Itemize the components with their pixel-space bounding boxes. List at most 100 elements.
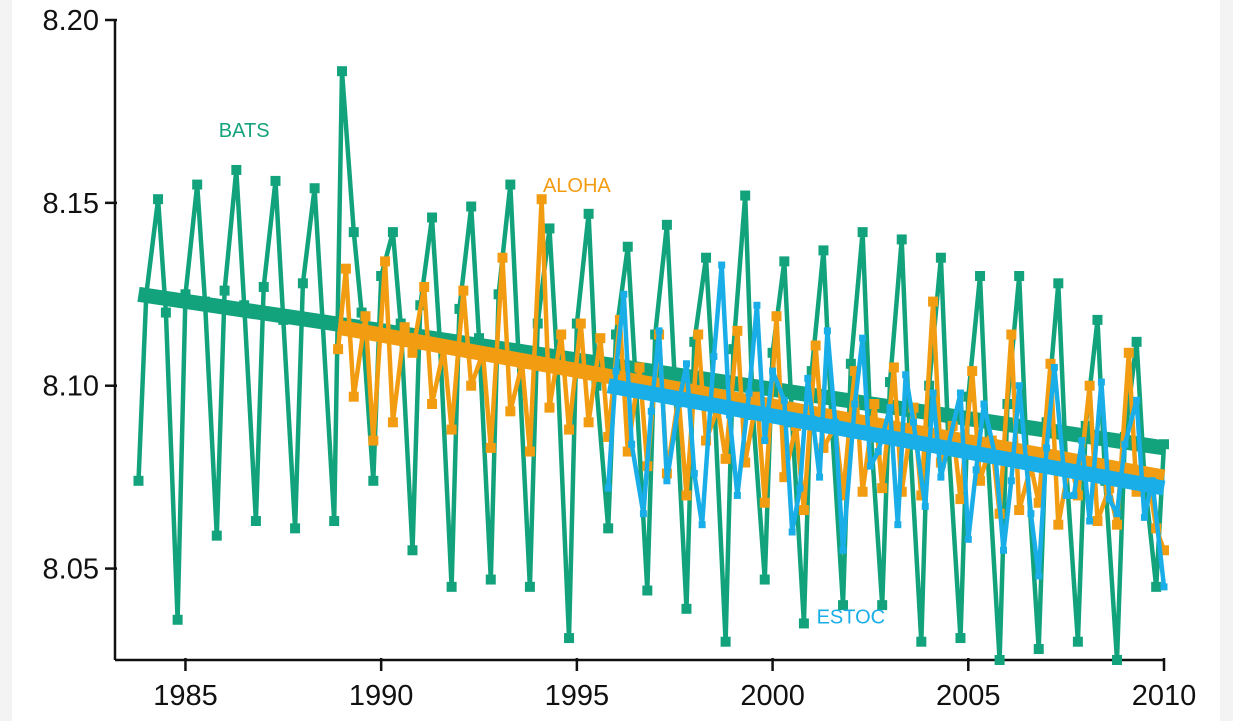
aloha-point (634, 362, 645, 373)
bats-point (779, 256, 790, 267)
aloha-point (838, 490, 849, 501)
aloha-point (556, 329, 567, 340)
estoc-point (745, 389, 753, 397)
bats-trend-line (137, 286, 1166, 456)
aloha-point (536, 194, 547, 205)
bats-point (258, 281, 269, 292)
x-tick-label: 1985 (153, 680, 218, 712)
aloha-point (446, 424, 457, 435)
bats-point (1053, 278, 1064, 289)
bats-point (885, 377, 896, 388)
bats-point (133, 475, 144, 486)
aloha-point (595, 333, 606, 344)
estoc-point (804, 374, 812, 382)
estoc-point (1062, 491, 1070, 499)
estoc-point (980, 400, 988, 408)
aloha-point (1014, 505, 1025, 516)
aloha-point (340, 263, 351, 274)
aloha-point (720, 453, 731, 464)
bats-point (642, 585, 653, 596)
estoc-point (682, 360, 690, 368)
estoc-label: ESTOC (817, 606, 886, 628)
estoc-point (639, 510, 647, 518)
ph-time-series-chart: 8.05 8.10 8.15 8.20 1985 1990 1995 2000 2005 2010… (43, 5, 1197, 712)
aloha-point (564, 424, 575, 435)
estoc-point (1070, 491, 1078, 499)
aloha-point (348, 391, 359, 402)
bats-point (818, 245, 829, 256)
aloha-point (928, 296, 939, 307)
bats-point (387, 227, 398, 238)
bats-point (701, 252, 712, 263)
bats-point (935, 252, 946, 263)
axes: 8.05 8.10 8.15 8.20 1985 1990 1995 2000 2005 2010 (43, 5, 1197, 712)
bats-point (211, 530, 222, 541)
aloha-point (857, 486, 868, 497)
bats-point (720, 636, 731, 647)
estoc-point (964, 535, 972, 543)
aloha-point (603, 431, 614, 442)
estoc-point (937, 473, 945, 481)
bats-point (838, 600, 849, 611)
estoc-point (796, 484, 804, 492)
series-layer (133, 66, 1169, 665)
bats-point (622, 241, 633, 252)
bats-point (1014, 271, 1025, 281)
aloha-point (505, 406, 516, 417)
bats-point (1151, 581, 1162, 592)
bats-point (603, 523, 614, 534)
bats-point (368, 475, 379, 486)
estoc-point (874, 448, 882, 456)
estoc-point (1160, 583, 1168, 591)
x-tick-label: 2005 (936, 680, 1001, 712)
estoc-point (769, 367, 777, 375)
aloha-point (524, 446, 535, 457)
aloha-point (779, 472, 790, 483)
bats-point (591, 380, 602, 391)
aloha-point (1159, 545, 1169, 556)
bats-point (427, 212, 438, 223)
bats-point (250, 516, 261, 527)
series-labels: BATS ALOHA ESTOC (219, 120, 885, 628)
bats-point (994, 655, 1005, 665)
aloha-point (1123, 347, 1134, 358)
estoc-point (1000, 546, 1008, 554)
y-tick-label: 8.10 (43, 371, 99, 403)
x-tick-label: 1990 (349, 680, 414, 712)
aloha-point (1053, 519, 1064, 530)
bats-point (505, 179, 516, 190)
estoc-point (816, 473, 824, 481)
estoc-point (612, 367, 620, 375)
aloha-point (544, 402, 555, 413)
y-tick-label: 8.20 (43, 5, 99, 37)
aloha-label: ALOHA (543, 175, 611, 197)
bats-point (446, 581, 457, 592)
bats-point (1131, 336, 1142, 347)
estoc-point (851, 400, 859, 408)
aloha-point (798, 505, 809, 516)
bats-point (407, 545, 418, 556)
aloha-point (368, 435, 379, 446)
aloha-point (497, 252, 508, 263)
aloha-point (1045, 358, 1056, 369)
aloha-point (877, 483, 888, 494)
estoc-point (859, 334, 867, 342)
bats-point (160, 307, 171, 318)
estoc-series (604, 261, 1168, 591)
estoc-point (972, 466, 980, 474)
aloha-point (975, 475, 986, 486)
estoc-point (753, 301, 761, 309)
aloha-point (681, 490, 692, 501)
aloha-point (693, 329, 704, 340)
aloha-point (622, 446, 633, 457)
bats-point (740, 190, 751, 201)
estoc-point (780, 396, 788, 404)
estoc-point (902, 371, 910, 379)
bats-point (661, 219, 672, 230)
aloha-point (771, 311, 782, 322)
bats-point (975, 271, 986, 281)
bats-point (916, 636, 927, 647)
estoc-point (956, 389, 964, 397)
estoc-point (698, 521, 706, 529)
bats-point (896, 234, 907, 245)
